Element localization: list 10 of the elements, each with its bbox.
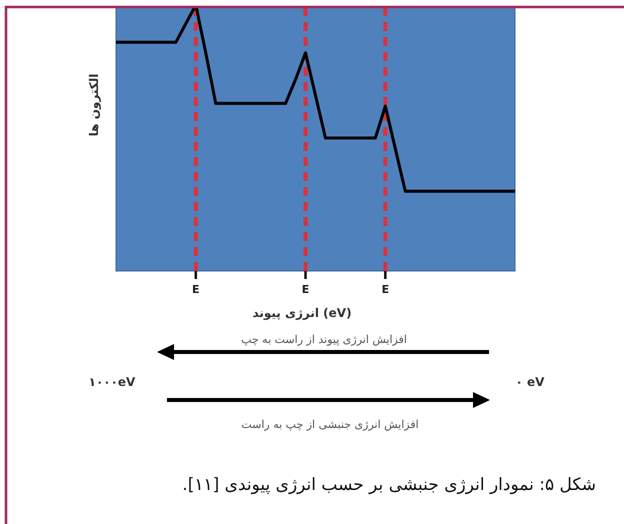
x-tick-label: E xyxy=(192,283,200,296)
x-tick-label: E xyxy=(382,283,390,296)
text: ۰ eV xyxy=(516,375,546,389)
text: افزایش انرژی جنبشی از چپ به راست xyxy=(241,418,419,431)
text: ۱۰۰۰eV xyxy=(88,375,136,389)
y-axis-title: الکترون ها xyxy=(87,74,101,136)
text: افزایش انرژی پیوند از راست به چپ xyxy=(241,333,407,346)
x-axis-title: انرژی پیوند (eV) xyxy=(252,306,352,320)
x-tick-label: E xyxy=(302,283,310,296)
text: شکل ۵: نمودار انرژی جنبشی بر حسب انرژی پیوندی [۱۱]. xyxy=(182,475,596,495)
